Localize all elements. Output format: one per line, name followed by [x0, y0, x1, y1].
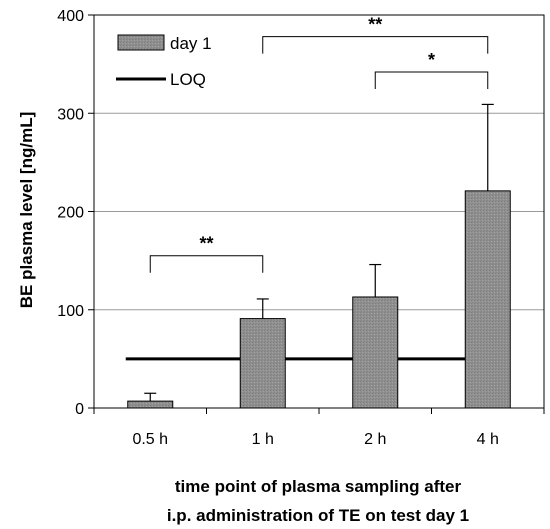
- y-tick-label: 300: [57, 106, 84, 123]
- legend-label-loq: LOQ: [170, 70, 206, 89]
- x-tick-label: 1 h: [252, 431, 274, 448]
- significance-label: *: [428, 50, 435, 70]
- y-tick-label: 400: [57, 8, 84, 25]
- y-tick-label: 200: [57, 205, 84, 222]
- x-tick-label: 0.5 h: [132, 431, 168, 448]
- y-tick-label: 100: [57, 303, 84, 320]
- x-tick-label: 4 h: [477, 431, 499, 448]
- y-axis-label: BE plasma level [ng/mL]: [17, 112, 36, 309]
- bar-0-5-h: [127, 400, 174, 409]
- axes: 0 100 200 300 400 0.5 h 1 h 2 h 4 h: [57, 8, 545, 448]
- bars: [127, 190, 511, 409]
- legend-swatch-day-1: [117, 34, 165, 51]
- x-tick-label: 2 h: [364, 431, 386, 448]
- x-axis-label-line-1: time point of plasma sampling after: [175, 477, 462, 496]
- significance-label: **: [368, 15, 382, 35]
- significance-bracket: [262, 36, 489, 54]
- significance-bracket: [149, 255, 264, 273]
- error-bars: [144, 103, 494, 402]
- significance-bracket: [374, 71, 489, 89]
- significance-label: **: [199, 234, 213, 254]
- significance-brackets: *****: [149, 15, 489, 273]
- x-axis-label-line-2: i.p. administration of TE on test day 1: [167, 506, 469, 525]
- legend-label-day-1: day 1: [170, 34, 212, 53]
- bar-4-h: [464, 190, 511, 409]
- y-tick-label: 0: [75, 401, 84, 418]
- legend: day 1 LOQ: [116, 34, 212, 89]
- bar-2-h: [352, 296, 399, 409]
- bar-1-h: [239, 318, 286, 409]
